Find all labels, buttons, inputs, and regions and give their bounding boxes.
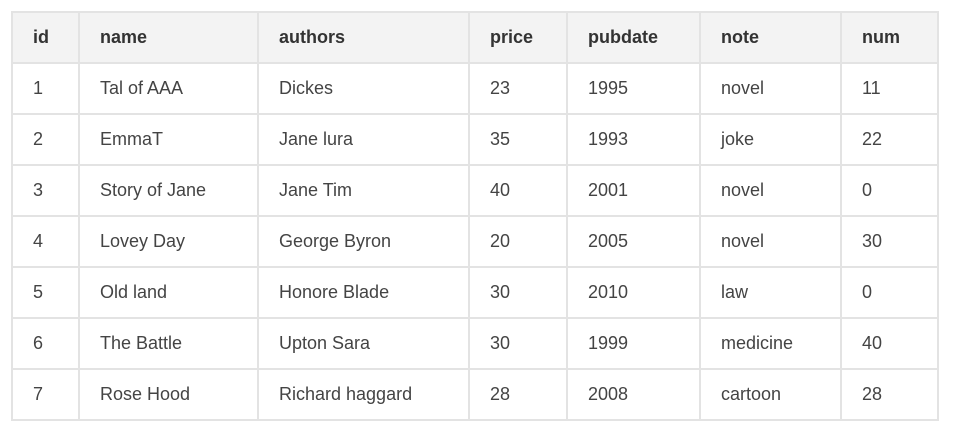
- cell-pubdate: 2010: [566, 266, 701, 319]
- table-row: 3 Story of Jane Jane Tim 40 2001 novel 0: [11, 164, 939, 217]
- cell-note: cartoon: [699, 368, 842, 421]
- column-header-num: num: [840, 11, 939, 64]
- cell-price: 35: [468, 113, 568, 166]
- cell-note: law: [699, 266, 842, 319]
- cell-note: joke: [699, 113, 842, 166]
- column-header-authors: authors: [257, 11, 470, 64]
- header-row: id name authors price pubdate note num: [11, 11, 939, 64]
- cell-name: EmmaT: [78, 113, 259, 166]
- cell-pubdate: 2005: [566, 215, 701, 268]
- cell-name: Lovey Day: [78, 215, 259, 268]
- column-header-pubdate: pubdate: [566, 11, 701, 64]
- cell-num: 0: [840, 266, 939, 319]
- cell-num: 22: [840, 113, 939, 166]
- cell-num: 28: [840, 368, 939, 421]
- table-row: 5 Old land Honore Blade 30 2010 law 0: [11, 266, 939, 319]
- cell-name: Old land: [78, 266, 259, 319]
- cell-authors: Honore Blade: [257, 266, 470, 319]
- table-body: 1 Tal of AAA Dickes 23 1995 novel 11 2 E…: [11, 62, 939, 421]
- cell-price: 30: [468, 317, 568, 370]
- cell-note: medicine: [699, 317, 842, 370]
- cell-id: 5: [11, 266, 80, 319]
- books-table: id name authors price pubdate note num 1…: [11, 11, 939, 421]
- cell-id: 4: [11, 215, 80, 268]
- cell-num: 0: [840, 164, 939, 217]
- table-row: 2 EmmaT Jane lura 35 1993 joke 22: [11, 113, 939, 166]
- column-header-price: price: [468, 11, 568, 64]
- cell-name: Tal of AAA: [78, 62, 259, 115]
- cell-authors: Jane Tim: [257, 164, 470, 217]
- cell-pubdate: 2008: [566, 368, 701, 421]
- cell-name: Rose Hood: [78, 368, 259, 421]
- cell-price: 30: [468, 266, 568, 319]
- books-table-container: id name authors price pubdate note num 1…: [11, 11, 939, 421]
- table-row: 7 Rose Hood Richard haggard 28 2008 cart…: [11, 368, 939, 421]
- cell-id: 1: [11, 62, 80, 115]
- cell-num: 11: [840, 62, 939, 115]
- table-row: 6 The Battle Upton Sara 30 1999 medicine…: [11, 317, 939, 370]
- table-row: 1 Tal of AAA Dickes 23 1995 novel 11: [11, 62, 939, 115]
- cell-id: 7: [11, 368, 80, 421]
- cell-pubdate: 1993: [566, 113, 701, 166]
- cell-note: novel: [699, 164, 842, 217]
- cell-pubdate: 2001: [566, 164, 701, 217]
- cell-authors: Richard haggard: [257, 368, 470, 421]
- cell-name: Story of Jane: [78, 164, 259, 217]
- cell-authors: Jane lura: [257, 113, 470, 166]
- cell-price: 20: [468, 215, 568, 268]
- cell-num: 40: [840, 317, 939, 370]
- table-row: 4 Lovey Day George Byron 20 2005 novel 3…: [11, 215, 939, 268]
- cell-pubdate: 1999: [566, 317, 701, 370]
- cell-name: The Battle: [78, 317, 259, 370]
- cell-pubdate: 1995: [566, 62, 701, 115]
- cell-authors: Upton Sara: [257, 317, 470, 370]
- cell-price: 23: [468, 62, 568, 115]
- cell-authors: Dickes: [257, 62, 470, 115]
- cell-price: 40: [468, 164, 568, 217]
- cell-id: 6: [11, 317, 80, 370]
- column-header-note: note: [699, 11, 842, 64]
- column-header-id: id: [11, 11, 80, 64]
- cell-id: 2: [11, 113, 80, 166]
- cell-id: 3: [11, 164, 80, 217]
- column-header-name: name: [78, 11, 259, 64]
- cell-num: 30: [840, 215, 939, 268]
- cell-note: novel: [699, 62, 842, 115]
- cell-note: novel: [699, 215, 842, 268]
- table-header: id name authors price pubdate note num: [11, 11, 939, 64]
- cell-price: 28: [468, 368, 568, 421]
- cell-authors: George Byron: [257, 215, 470, 268]
